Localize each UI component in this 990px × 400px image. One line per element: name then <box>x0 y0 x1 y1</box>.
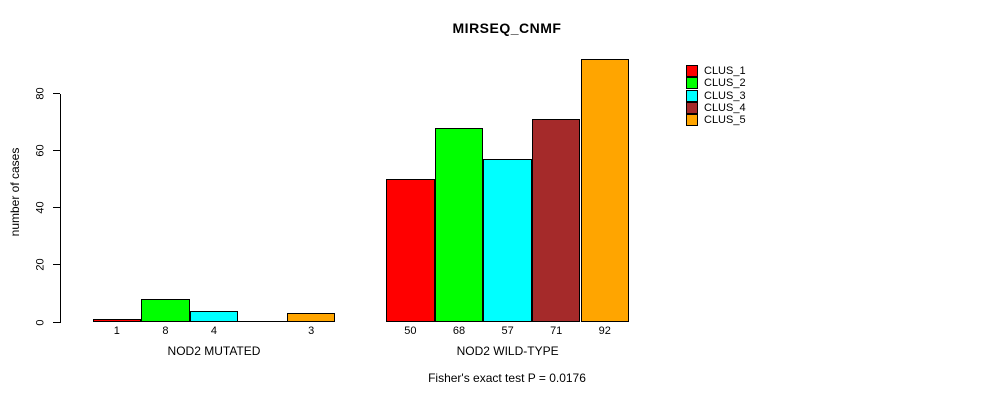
bar-value-label: 4 <box>210 325 218 337</box>
bar-clus_3-group2 <box>483 159 532 322</box>
category-label: NOD2 WILD-TYPE <box>456 344 559 358</box>
category-label: NOD2 MUTATED <box>167 344 261 358</box>
legend-swatch-clus_5 <box>686 114 698 127</box>
bar-clus_2-group1 <box>141 299 190 322</box>
bar-value-label: 57 <box>501 325 514 337</box>
legend-item-clus_1: CLUS_1 <box>686 65 746 78</box>
bar-value-label: 3 <box>308 325 315 337</box>
legend: CLUS_1 CLUS_2 CLUS_3 CLUS_4 CLUS_5 <box>686 65 746 127</box>
y-axis-line <box>60 93 61 323</box>
bar-value-label: 8 <box>162 325 169 337</box>
bar-value-label: 68 <box>452 325 466 337</box>
bar-clus_5-group1 <box>286 313 336 322</box>
y-tick-label: 80 <box>34 87 47 100</box>
bar-clus_3-group1 <box>189 310 239 322</box>
stat-test-caption: Fisher's exact test P = 0.0176 <box>428 371 586 385</box>
bar-clus_1-group1 <box>92 319 142 322</box>
y-axis-tick <box>53 93 60 94</box>
legend-label: CLUS_4 <box>704 102 746 115</box>
bar-clus_1-group2 <box>386 179 435 322</box>
legend-swatch-clus_3 <box>686 89 698 102</box>
legend-label: CLUS_5 <box>704 114 746 127</box>
bar-clus_4-group2 <box>531 119 581 322</box>
y-tick-label: 40 <box>34 201 47 214</box>
legend-label: CLUS_2 <box>704 77 746 90</box>
bar-clus_2-group2 <box>434 127 484 322</box>
legend-label: CLUS_1 <box>704 65 746 78</box>
legend-swatch-clus_1 <box>686 65 698 78</box>
legend-item-clus_3: CLUS_3 <box>686 89 746 102</box>
y-axis-tick <box>53 321 60 323</box>
legend-item-clus_4: CLUS_4 <box>686 102 746 115</box>
legend-swatch-clus_4 <box>686 102 698 115</box>
legend-item-clus_2: CLUS_2 <box>686 77 746 90</box>
legend-label: CLUS_3 <box>704 89 746 102</box>
y-tick-label: 0 <box>34 318 47 326</box>
y-tick-label: 60 <box>34 144 47 157</box>
bar-clus_4-group1-zero <box>238 321 287 322</box>
bar-value-label: 1 <box>113 325 120 337</box>
bar-value-label: 50 <box>404 325 417 337</box>
y-axis-tick <box>53 150 60 152</box>
legend-swatch-clus_2 <box>686 77 698 90</box>
bar-value-label: 71 <box>550 325 563 337</box>
y-axis-tick <box>53 264 60 266</box>
bar-clus_5-group2 <box>580 59 630 322</box>
bar-value-label: 92 <box>598 325 611 337</box>
chart-title: MIRSEQ_CNMF <box>452 20 562 36</box>
y-tick-label: 20 <box>34 258 47 271</box>
y-axis-tick <box>53 207 60 209</box>
legend-item-clus_5: CLUS_5 <box>686 114 746 127</box>
